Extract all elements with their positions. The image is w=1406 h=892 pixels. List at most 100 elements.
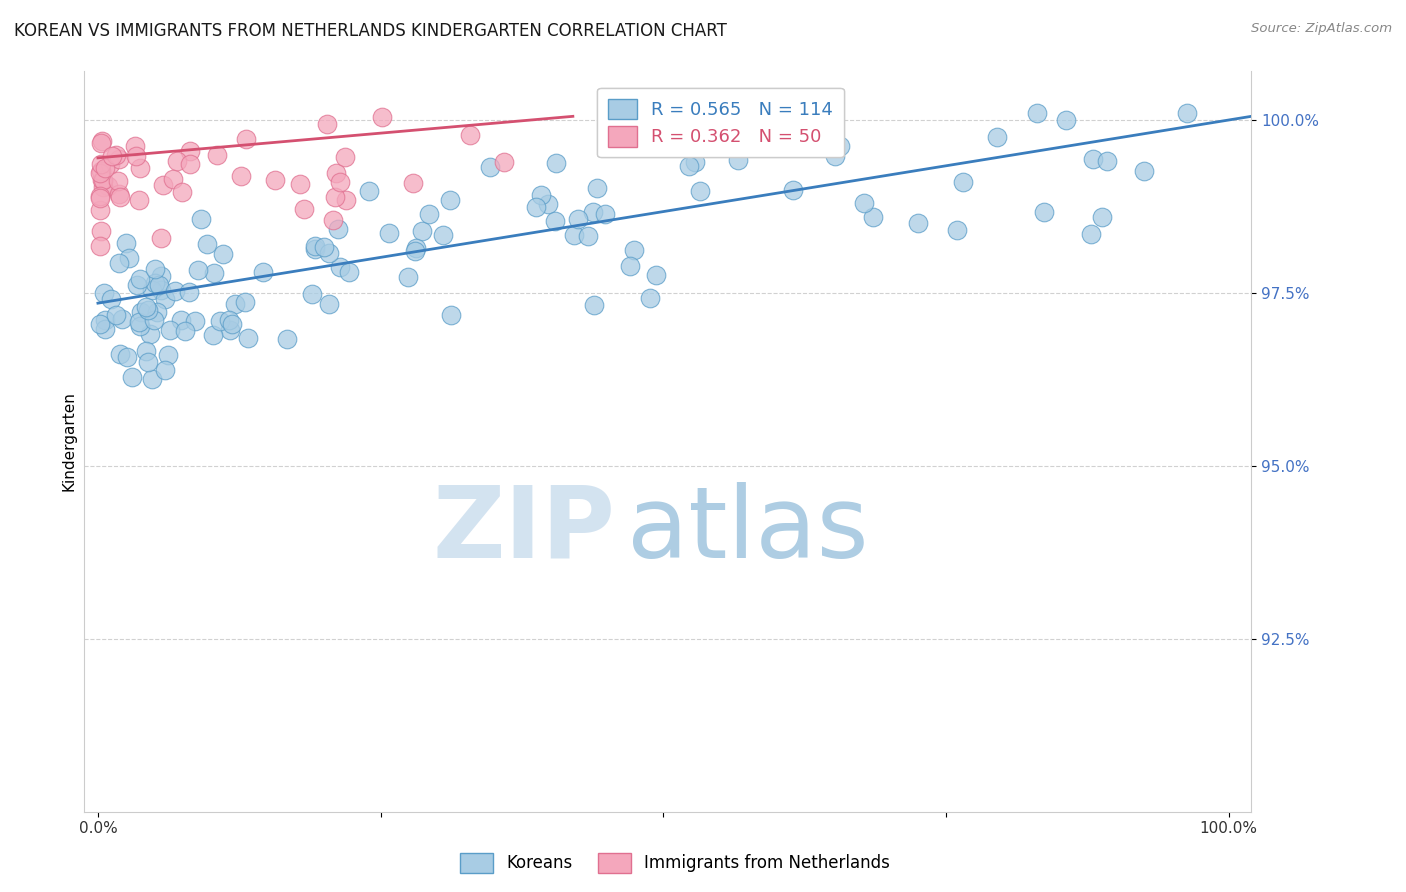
Point <box>478 160 501 174</box>
Point <box>93 322 115 336</box>
Point <box>115 351 138 365</box>
Point <box>128 272 150 286</box>
Point <box>121 370 143 384</box>
Point <box>301 286 323 301</box>
Point <box>89 166 111 180</box>
Point <box>129 318 152 333</box>
Point <box>107 256 129 270</box>
Point <box>235 132 257 146</box>
Point <box>411 224 433 238</box>
Point <box>152 178 174 193</box>
Point <box>638 291 661 305</box>
Point <box>337 265 360 279</box>
Point <box>89 317 111 331</box>
Point <box>314 240 336 254</box>
Point <box>224 297 246 311</box>
Point <box>581 205 603 219</box>
Point <box>153 363 176 377</box>
Text: KOREAN VS IMMIGRANTS FROM NETHERLANDS KINDERGARTEN CORRELATION CHART: KOREAN VS IMMIGRANTS FROM NETHERLANDS KI… <box>14 22 727 40</box>
Point <box>201 327 224 342</box>
Point <box>156 348 179 362</box>
Point <box>402 177 425 191</box>
Point <box>212 247 235 261</box>
Point <box>326 221 349 235</box>
Point <box>440 308 463 322</box>
Point <box>316 117 339 131</box>
Point <box>537 196 560 211</box>
Point <box>136 303 159 318</box>
Point <box>304 238 326 252</box>
Point <box>149 231 172 245</box>
Point <box>325 166 347 180</box>
Point <box>115 235 138 250</box>
Point <box>89 202 111 217</box>
Point <box>100 157 122 171</box>
Point <box>396 270 419 285</box>
Text: ZIP: ZIP <box>433 482 616 579</box>
Point <box>544 155 567 169</box>
Point <box>179 144 201 158</box>
Text: atlas: atlas <box>627 482 869 579</box>
Point <box>405 241 427 255</box>
Point <box>89 189 111 203</box>
Point <box>108 190 131 204</box>
Point <box>149 283 172 297</box>
Point <box>166 154 188 169</box>
Point <box>544 214 567 228</box>
Point <box>153 292 176 306</box>
Legend: R = 0.565   N = 114, R = 0.362   N = 50: R = 0.565 N = 114, R = 0.362 N = 50 <box>598 87 844 158</box>
Point <box>907 216 929 230</box>
Point <box>529 188 551 202</box>
Point <box>179 157 201 171</box>
Point <box>104 148 127 162</box>
Point <box>946 223 969 237</box>
Point <box>128 315 150 329</box>
Y-axis label: Kindergarten: Kindergarten <box>60 392 76 491</box>
Point <box>862 210 884 224</box>
Point <box>190 211 212 226</box>
Point <box>229 169 252 183</box>
Point <box>218 312 240 326</box>
Point <box>141 372 163 386</box>
Point <box>91 135 114 149</box>
Point <box>90 164 112 178</box>
Point <box>100 292 122 306</box>
Point <box>1025 106 1047 120</box>
Point <box>162 172 184 186</box>
Point <box>125 149 148 163</box>
Point <box>170 313 193 327</box>
Point <box>233 295 256 310</box>
Point <box>322 212 344 227</box>
Point <box>1033 204 1056 219</box>
Point <box>90 136 112 151</box>
Point <box>221 318 243 332</box>
Point <box>576 228 599 243</box>
Point <box>94 161 117 175</box>
Point <box>418 207 440 221</box>
Point <box>335 194 357 208</box>
Point <box>986 130 1008 145</box>
Point <box>645 268 668 282</box>
Point <box>439 193 461 207</box>
Point <box>142 313 165 327</box>
Point <box>678 160 700 174</box>
Point <box>93 286 115 301</box>
Point <box>1177 106 1199 120</box>
Point <box>1083 152 1105 166</box>
Point <box>432 228 454 243</box>
Point <box>689 184 711 198</box>
Point <box>209 314 232 328</box>
Point <box>148 278 170 293</box>
Point <box>104 308 127 322</box>
Point <box>118 251 141 265</box>
Point <box>124 138 146 153</box>
Point <box>586 181 609 195</box>
Point <box>562 227 585 242</box>
Point <box>683 154 706 169</box>
Point <box>236 331 259 345</box>
Point <box>128 193 150 207</box>
Point <box>90 157 112 171</box>
Point <box>101 149 124 163</box>
Point <box>129 161 152 175</box>
Point <box>108 186 131 201</box>
